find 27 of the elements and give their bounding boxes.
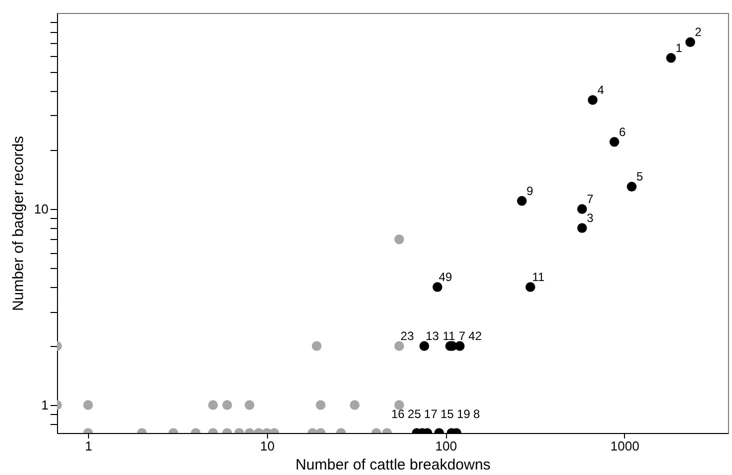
annotation: 42: [468, 329, 482, 344]
annotation: 6: [619, 124, 626, 139]
annotation: 3: [586, 211, 594, 226]
annotation: 11: [442, 329, 456, 344]
annotation: 11: [532, 270, 545, 284]
annotation: 5: [636, 170, 644, 184]
annotation: 49: [438, 270, 452, 284]
x-tick-label: 10: [260, 438, 275, 454]
x-axis-title: Number of cattle breakdowns: [295, 456, 491, 474]
annotation: 23: [400, 329, 414, 344]
annotation: 25: [408, 407, 422, 421]
y-axis-title: Number of badger records: [10, 136, 28, 312]
annotation: 1: [676, 40, 683, 55]
x-tick-label: 1000: [610, 438, 640, 454]
annotation: 8: [473, 407, 480, 421]
x-tick-label: 1: [84, 438, 92, 454]
annotation: 2: [694, 25, 702, 40]
annotation: 7: [586, 192, 594, 206]
annotation: 9: [526, 184, 534, 198]
annotation: 16: [391, 407, 405, 421]
annotation: 17: [424, 407, 438, 421]
annotation: 13: [426, 329, 440, 344]
annotation: 7: [458, 329, 466, 344]
annotation: 15: [440, 407, 454, 421]
annotation: 19: [456, 407, 471, 421]
annotation: 4: [597, 82, 604, 97]
x-tick-label: 100: [435, 438, 457, 454]
